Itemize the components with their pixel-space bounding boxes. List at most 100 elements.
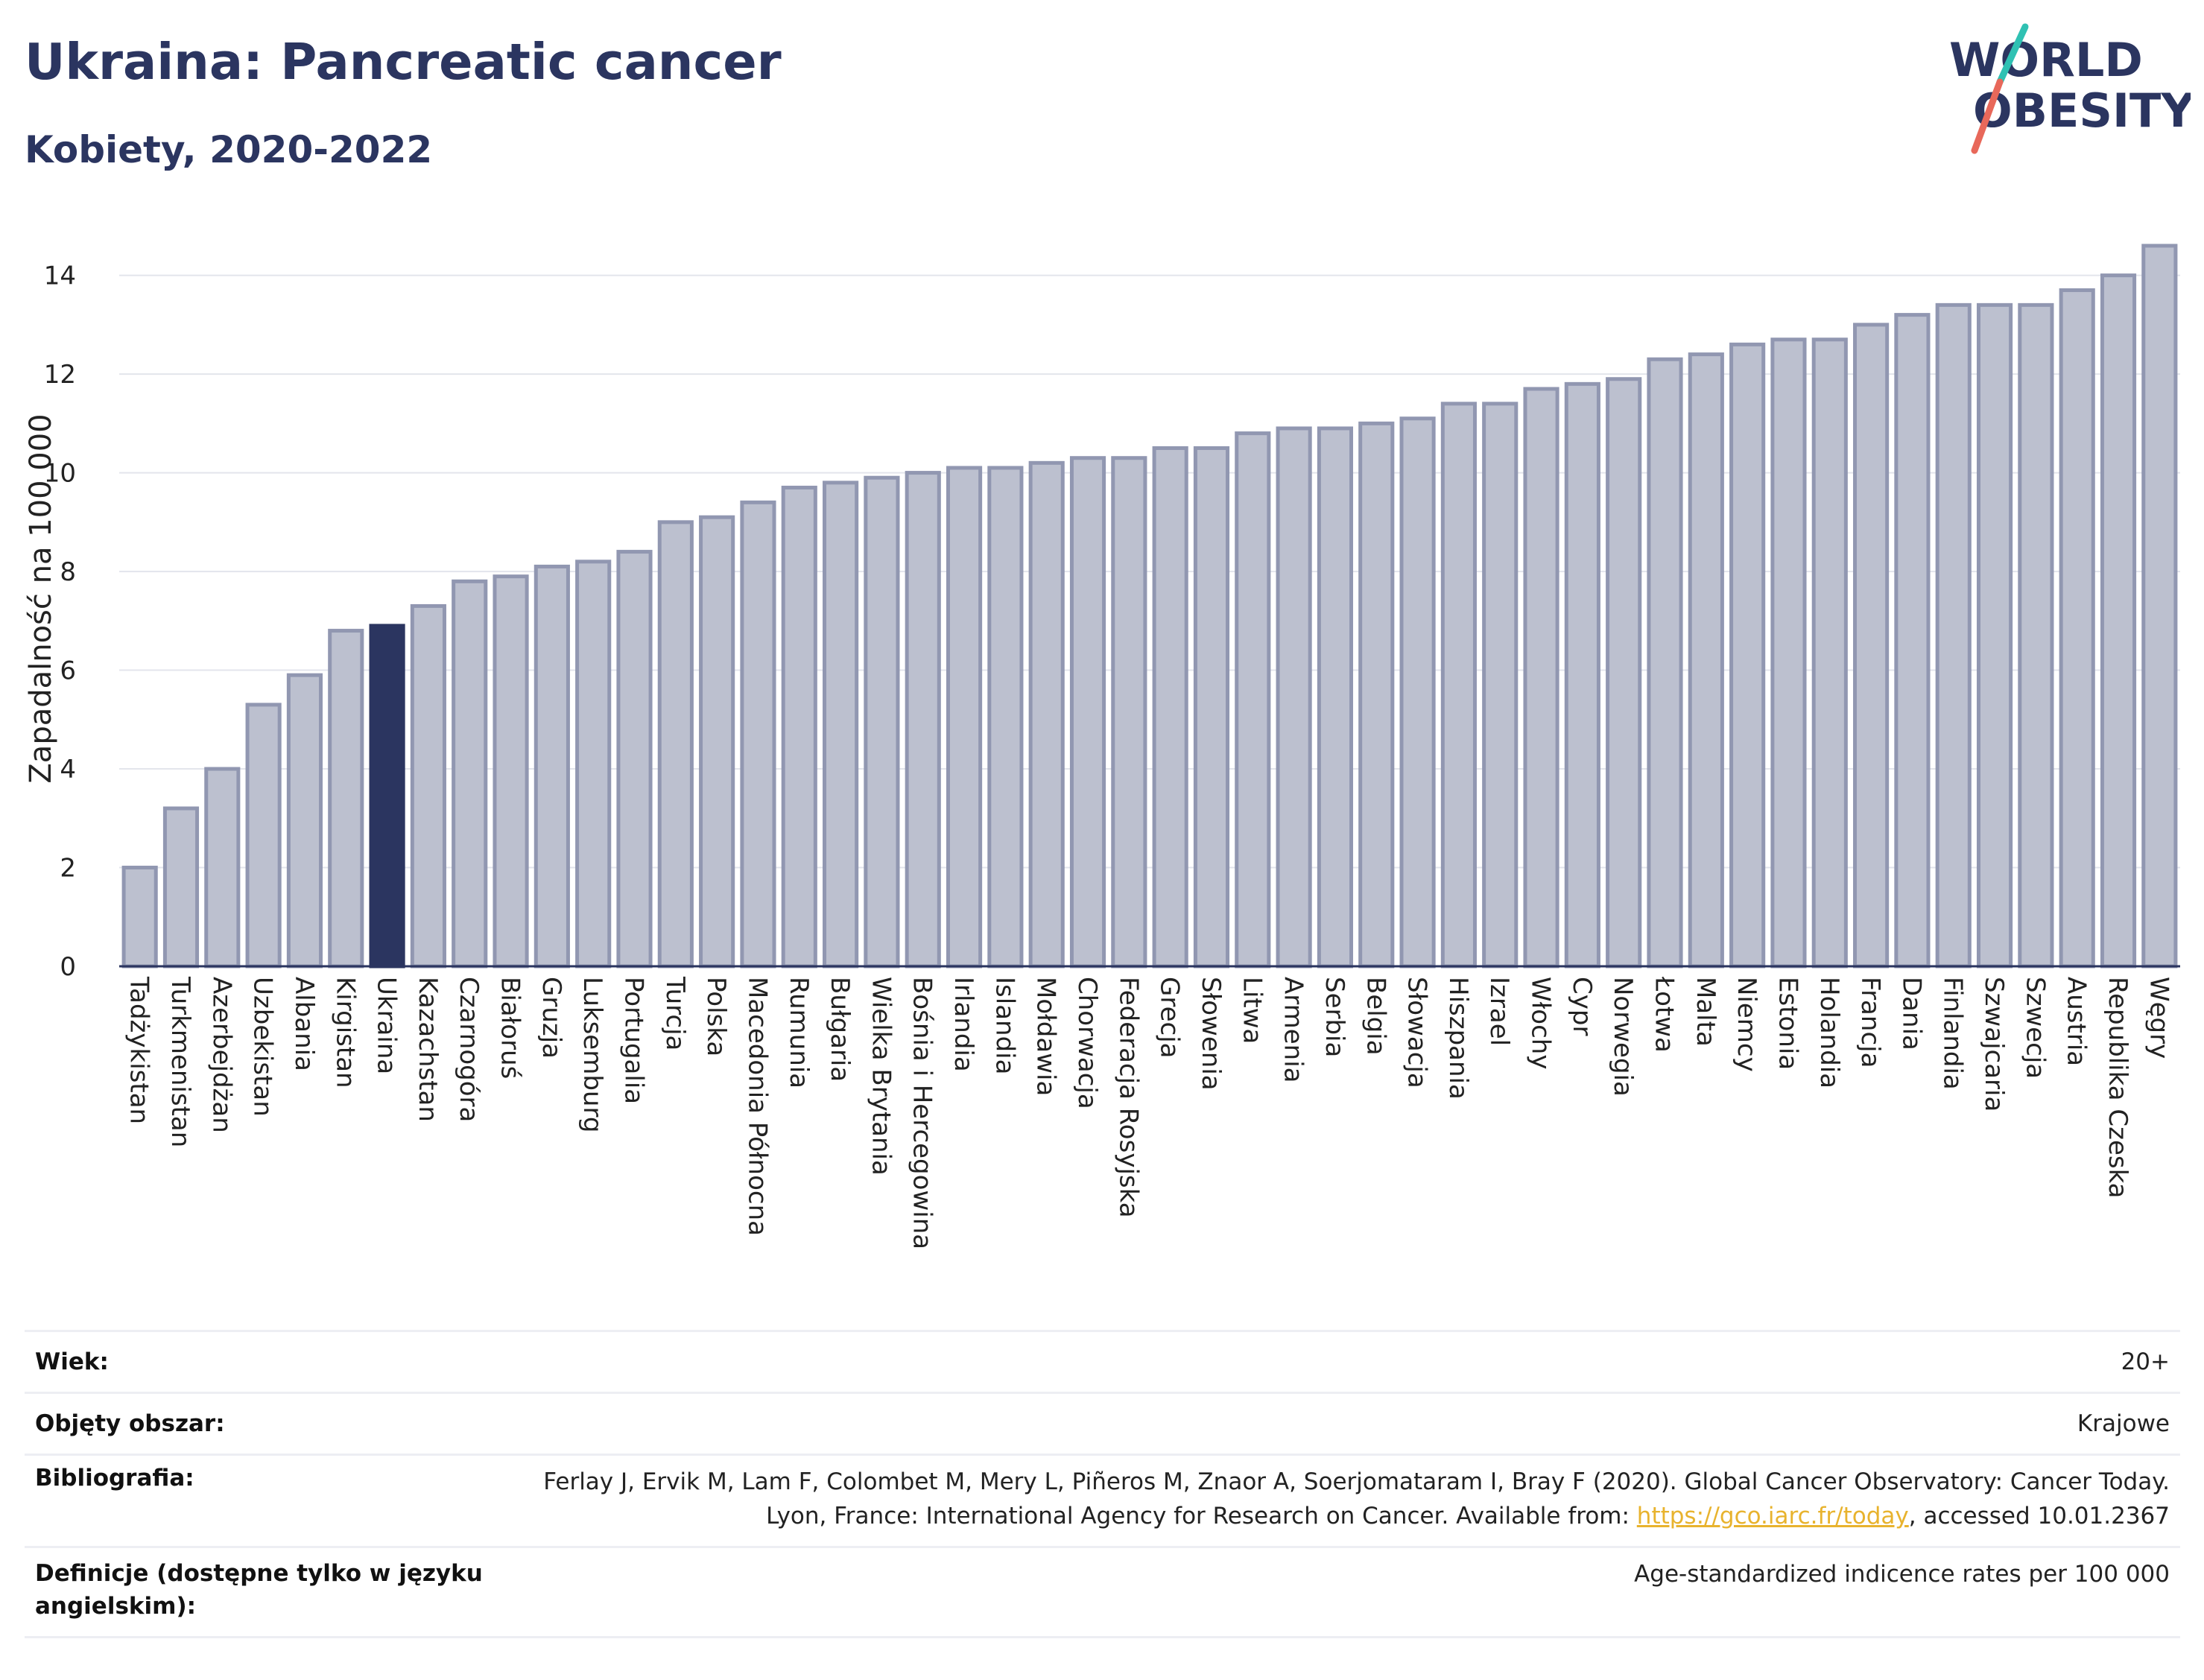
- bar: [369, 624, 405, 969]
- bar: [1564, 381, 1600, 969]
- bar: [1028, 460, 1065, 969]
- bar: [616, 550, 653, 969]
- x-tick-label: Luksemburg: [577, 977, 607, 1132]
- bar: [1647, 357, 1683, 969]
- bar: [2059, 288, 2095, 969]
- bar: [1193, 446, 1230, 969]
- bar: [1935, 302, 1972, 969]
- bar: [1606, 377, 1642, 969]
- y-tick-label: 8: [60, 557, 76, 587]
- page-subtitle: Kobiety, 2020-2022: [25, 128, 433, 171]
- x-tick-label: Armenia: [1279, 977, 1308, 1083]
- bar: [245, 703, 282, 969]
- x-tick-label: Finlandia: [1938, 977, 1968, 1090]
- bar: [1399, 416, 1436, 969]
- x-tick-label: Serbia: [1320, 977, 1349, 1057]
- bar: [823, 481, 859, 969]
- bar: [533, 564, 570, 969]
- x-tick-label: Gruzja: [536, 977, 566, 1059]
- bar: [1729, 342, 1766, 969]
- y-tick-label: 4: [60, 755, 76, 784]
- x-tick-label: Włochy: [1526, 977, 1556, 1069]
- x-tick-label: Kazachstan: [413, 977, 443, 1122]
- x-tick-label: Szwecja: [2020, 977, 2050, 1079]
- x-tick-label: Szwajcaria: [1979, 977, 2009, 1112]
- x-tick-label: Republika Czeska: [2103, 977, 2132, 1199]
- x-tick-label: Hiszpania: [1443, 977, 1473, 1100]
- bar: [1317, 426, 1354, 969]
- meta-row-age: Wiek: 20+: [25, 1330, 2180, 1392]
- bar: [1523, 387, 1559, 969]
- bar: [1853, 323, 1890, 969]
- x-tick-label: Turkmenistan: [165, 976, 195, 1147]
- logo-line1: WORLD: [1949, 33, 2143, 87]
- metadata-table: Wiek: 20+ Objęty obszar: Krajowe Bibliog…: [25, 1330, 2180, 1638]
- y-tick-label: 0: [60, 952, 76, 982]
- x-tick-label: Albania: [289, 977, 319, 1071]
- bar: [946, 466, 983, 969]
- bar: [2141, 244, 2178, 969]
- bar: [2018, 302, 2054, 969]
- bar: [987, 466, 1024, 969]
- x-tick-label: Federacja Rosyjska: [1113, 977, 1143, 1218]
- x-tick-label: Portugalia: [619, 977, 649, 1104]
- x-tick-label: Irlandia: [949, 977, 978, 1072]
- x-tick-label: Słowenia: [1196, 977, 1226, 1091]
- bar: [1152, 446, 1188, 969]
- bar: [1688, 352, 1724, 969]
- y-tick-label: 14: [44, 261, 76, 291]
- meta-value-definitions: Age-standardized indicence rates per 100…: [1634, 1561, 2170, 1588]
- x-tick-label: Dania: [1896, 977, 1926, 1050]
- x-tick-label: Białoruś: [495, 977, 525, 1079]
- bar: [740, 500, 776, 969]
- x-tick-label: Słowacja: [1402, 977, 1432, 1088]
- x-tick-label: Turcja: [660, 976, 690, 1050]
- bar: [286, 673, 323, 969]
- x-tick-label: Islandia: [989, 977, 1019, 1074]
- logo-line2: OBESITY: [1973, 83, 2191, 138]
- bar: [328, 629, 364, 969]
- x-tick-label: Litwa: [1237, 977, 1267, 1044]
- bar: [781, 485, 817, 969]
- x-tick-label: Macedonia Północna: [742, 977, 772, 1236]
- bar: [1894, 313, 1931, 969]
- logo-slash-red: [1971, 78, 2004, 154]
- x-tick-label: Estonia: [1773, 977, 1802, 1070]
- meta-label-bibliography: Bibliografia:: [35, 1465, 194, 1492]
- bar: [1770, 337, 1807, 969]
- meta-value-age: 20+: [2121, 1348, 2170, 1375]
- bar: [204, 767, 241, 969]
- bar: [1440, 402, 1477, 969]
- meta-row-area: Objęty obszar: Krajowe: [25, 1392, 2180, 1454]
- x-tick-label: Ukraina: [372, 977, 402, 1074]
- bar: [121, 866, 158, 969]
- x-tick-label: Kirgistan: [330, 977, 360, 1088]
- bar: [1069, 456, 1106, 969]
- bar: [864, 475, 900, 969]
- meta-value-area: Krajowe: [2077, 1410, 2170, 1437]
- x-tick-label: Norwegia: [1608, 977, 1638, 1097]
- logo-slash-teal: [1996, 23, 2029, 86]
- bibliography-text: Ferlay J, Ervik M, Lam F, Colombet M, Me…: [543, 1468, 2170, 1530]
- bar: [905, 471, 941, 969]
- x-tick-label: Węgry: [2144, 977, 2173, 1059]
- bibliography-link[interactable]: https://gco.iarc.fr/today: [1636, 1503, 1909, 1530]
- bar: [2100, 273, 2137, 969]
- x-tick-label: Belgia: [1361, 977, 1390, 1056]
- page-title: Ukraina: Pancreatic cancer: [25, 33, 782, 91]
- bar: [410, 603, 446, 969]
- bar: [1111, 456, 1147, 969]
- bar: [162, 806, 200, 969]
- x-tick-label: Cypr: [1567, 977, 1597, 1036]
- y-tick-label: 12: [44, 360, 76, 390]
- bar: [493, 574, 529, 969]
- x-tick-label: Mołdawia: [1031, 977, 1061, 1096]
- world-obesity-logo: WORLD OBESITY: [1949, 23, 2191, 154]
- bar: [1235, 431, 1271, 969]
- meta-label-definitions: Definicje (dostępne tylko w języku angie…: [35, 1560, 483, 1620]
- x-tick-label: Malta: [1691, 977, 1720, 1047]
- y-tick-label: 10: [44, 459, 76, 489]
- x-tick-label: Niemcy: [1732, 977, 1761, 1072]
- bar: [1358, 421, 1395, 969]
- y-axis-label: Zapadalność na 100 000: [24, 413, 58, 783]
